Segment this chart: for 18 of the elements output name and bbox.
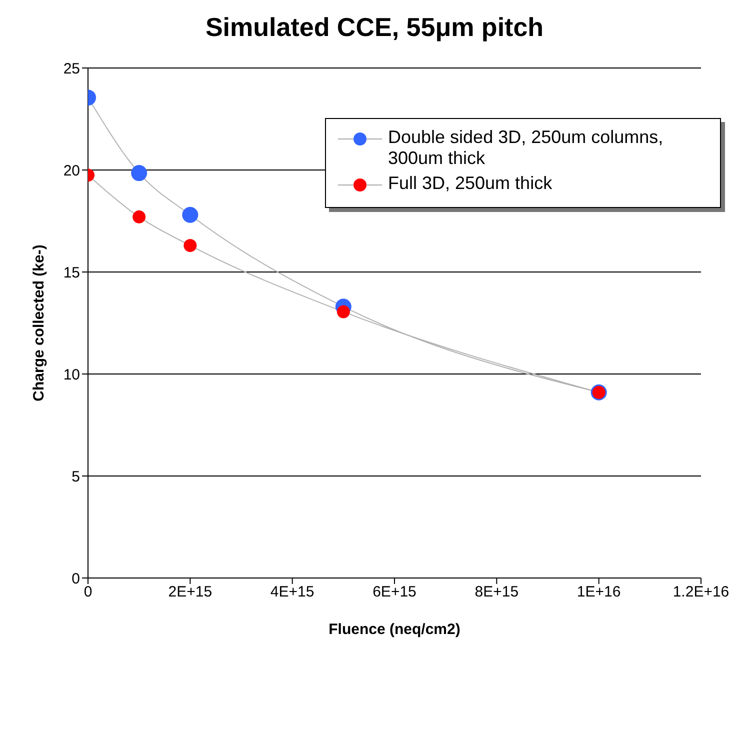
- y-tick-label: 10: [63, 366, 80, 384]
- y-axis-title: Charge collected (ke-): [30, 244, 48, 402]
- legend-label: Full 3D, 250um thick: [388, 173, 552, 194]
- x-axis-title: Fluence (neq/cm2): [328, 621, 460, 638]
- y-tick-label: 15: [63, 264, 80, 282]
- y-tick-label: 0: [72, 570, 80, 588]
- y-tick-label: 20: [63, 162, 80, 180]
- chart-title: Simulated CCE, 55μm pitch: [204, 11, 545, 44]
- x-tick-label: 2E+15: [168, 584, 212, 601]
- x-tick-label: 6E+15: [372, 584, 416, 601]
- x-tick-label: 1E+16: [576, 584, 621, 601]
- x-tick-label: 0: [84, 584, 92, 601]
- legend-label: Double sided 3D, 250um columns, 300um thick: [388, 127, 664, 169]
- y-tick-label: 25: [63, 60, 80, 78]
- y-tick-label: 5: [72, 468, 80, 486]
- x-tick-label: 4E+15: [270, 584, 314, 601]
- x-tick-label: 1.2E+16: [672, 584, 730, 601]
- x-tick-label: 8E+15: [474, 584, 519, 601]
